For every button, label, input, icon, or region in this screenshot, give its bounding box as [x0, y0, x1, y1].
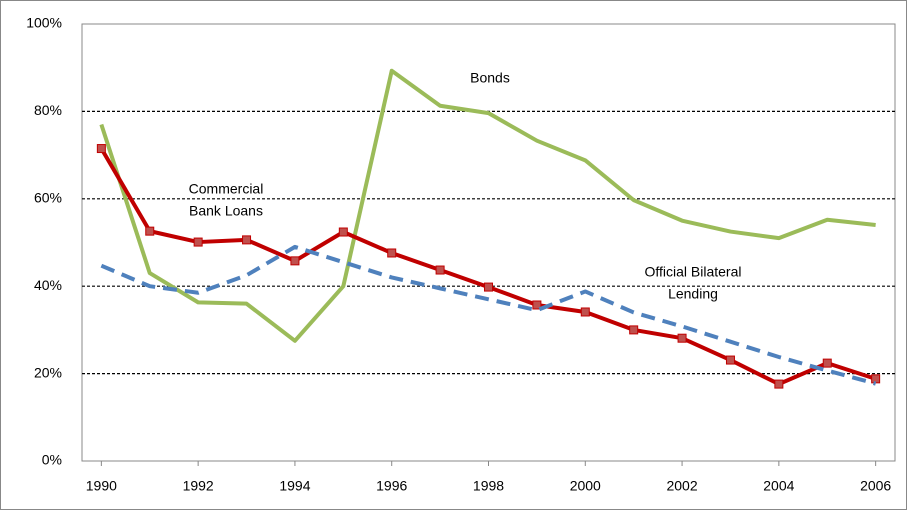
- series-label: Bank Loans: [189, 203, 263, 219]
- x-tick-label: 2000: [570, 478, 601, 494]
- point: [193, 237, 203, 247]
- y-tick-label: 20%: [34, 364, 62, 380]
- x-tick-label: 1996: [376, 478, 407, 494]
- series-label: Lending: [668, 286, 718, 302]
- x-tick-label: 1998: [473, 478, 504, 494]
- y-tick-label: 0%: [42, 452, 62, 468]
- point: [242, 235, 252, 245]
- point: [629, 325, 639, 335]
- series-line: [99, 68, 876, 343]
- x-tick-label: 1992: [183, 478, 214, 494]
- point: [387, 248, 397, 258]
- point: [774, 379, 784, 389]
- series-label: Official Bilateral: [644, 264, 741, 280]
- x-tick-label: 2006: [860, 478, 891, 494]
- series-label: Commercial: [189, 181, 264, 197]
- y-tick-label: 40%: [34, 277, 62, 293]
- point: [532, 300, 542, 310]
- y-tick-label: 80%: [34, 102, 62, 118]
- y-tick-label: 60%: [34, 190, 62, 206]
- point: [290, 256, 300, 266]
- y-tick-label: 100%: [26, 15, 62, 31]
- x-tick-label: 2002: [666, 478, 697, 494]
- x-tick-label: 2004: [763, 478, 794, 494]
- x-tick-label: 1994: [279, 478, 310, 494]
- x-tick-label: 1990: [86, 478, 117, 494]
- point: [484, 282, 493, 292]
- point: [677, 333, 687, 343]
- series-line: [100, 244, 877, 386]
- point: [725, 355, 735, 365]
- point: [96, 144, 106, 154]
- point: [580, 307, 590, 317]
- point: [145, 226, 155, 236]
- series-label: Bonds: [470, 70, 510, 86]
- point: [338, 227, 348, 237]
- point: [822, 358, 832, 368]
- point: [435, 265, 445, 275]
